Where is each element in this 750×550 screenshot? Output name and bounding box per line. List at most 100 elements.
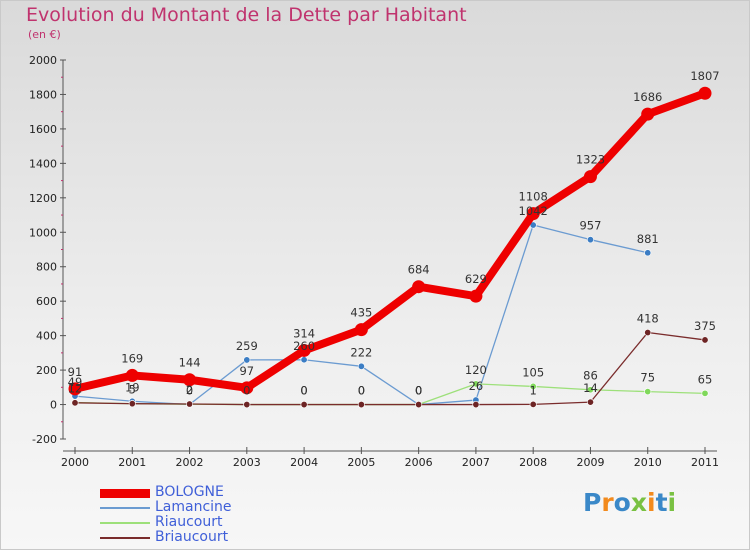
series-layer xyxy=(68,86,712,409)
y-tick-label: -200 xyxy=(32,433,57,446)
data-label-riaucourt: 5 xyxy=(129,383,136,397)
data-point-riaucourt xyxy=(701,389,709,397)
data-label-lamancine: 1042 xyxy=(519,204,548,218)
data-point-lamancine xyxy=(300,356,308,364)
data-label-briaucourt: 0 xyxy=(415,384,422,398)
legend-label-bologne: BOLOGNE xyxy=(155,484,224,500)
data-point-briaucourt xyxy=(186,400,194,408)
proxiti-logo: Proxiti xyxy=(583,488,677,517)
data-point-bologne xyxy=(412,280,426,294)
data-label-riaucourt: 12 xyxy=(68,381,83,395)
series-line-riaucourt xyxy=(74,383,706,406)
data-point-riaucourt xyxy=(472,380,480,388)
x-tick-label: 2002 xyxy=(176,456,204,469)
y-tick-label: 200 xyxy=(36,364,57,377)
legend-swatch-bologne xyxy=(100,489,150,498)
data-label-lamancine: 222 xyxy=(350,345,372,359)
data-label-bologne: 1108 xyxy=(519,190,548,204)
data-label-briaucourt: 0 xyxy=(300,384,307,398)
data-point-bologne xyxy=(297,343,311,357)
y-tick-label: 2000 xyxy=(29,54,57,67)
legend-swatch-lamancine xyxy=(100,507,150,509)
data-point-briaucourt xyxy=(128,400,136,408)
legend-swatch-briaucourt xyxy=(100,537,150,539)
y-tick-label: 1800 xyxy=(29,88,57,101)
data-point-lamancine xyxy=(357,362,365,370)
data-point-briaucourt xyxy=(701,336,709,344)
x-tick-label: 2008 xyxy=(519,456,547,469)
data-label-bologne: 435 xyxy=(350,306,372,320)
data-label-lamancine: 49 xyxy=(68,375,83,389)
data-point-bologne xyxy=(583,170,597,184)
chart-title: Evolution du Montant de la Dette par Hab… xyxy=(26,4,467,26)
data-point-riaucourt xyxy=(586,386,594,394)
legend-swatch-riaucourt xyxy=(100,522,150,524)
data-label-riaucourt: 120 xyxy=(465,363,487,377)
data-label-riaucourt: 86 xyxy=(583,369,598,383)
legend-label-lamancine: Lamancine xyxy=(155,499,232,515)
data-label-briaucourt: 14 xyxy=(583,381,598,395)
data-label-riaucourt: 105 xyxy=(522,365,544,379)
y-tick-label: 1200 xyxy=(29,192,57,205)
data-point-briaucourt xyxy=(357,401,365,409)
y-tick-label: 1600 xyxy=(29,123,57,136)
data-point-bologne xyxy=(68,382,82,396)
legend-label-riaucourt: Riaucourt xyxy=(155,514,223,530)
data-label-bologne: 91 xyxy=(68,365,83,379)
y-tick-label: 1000 xyxy=(29,226,57,239)
data-point-briaucourt xyxy=(71,399,79,407)
x-tick-label: 2000 xyxy=(61,456,89,469)
x-tick-label: 2009 xyxy=(576,456,604,469)
x-tick-label: 2011 xyxy=(691,456,719,469)
data-label-lamancine: 19 xyxy=(125,380,140,394)
data-point-bologne xyxy=(183,373,197,387)
data-label-riaucourt: 75 xyxy=(640,371,655,385)
data-point-lamancine xyxy=(586,236,594,244)
chart-subtitle: (en €) xyxy=(28,28,61,41)
data-point-briaucourt xyxy=(644,329,652,337)
x-tick-label: 2004 xyxy=(290,456,318,469)
data-label-bologne: 1686 xyxy=(633,90,662,104)
data-label-lamancine: 260 xyxy=(293,339,315,353)
data-label-bologne: 97 xyxy=(239,364,254,378)
data-label-bologne: 169 xyxy=(121,351,143,365)
data-point-bologne xyxy=(125,368,139,382)
x-tick-label: 2010 xyxy=(634,456,662,469)
data-label-lamancine: 881 xyxy=(637,232,659,246)
data-label-briaucourt: 375 xyxy=(694,319,716,333)
x-tick-label: 2005 xyxy=(347,456,375,469)
data-label-bologne: 144 xyxy=(179,356,201,370)
data-label-lamancine: 26 xyxy=(469,379,484,393)
y-tick-label: 400 xyxy=(36,330,57,343)
data-point-lamancine xyxy=(243,356,251,364)
x-tick-label: 2001 xyxy=(118,456,146,469)
data-point-briaucourt xyxy=(586,398,594,406)
data-label-bologne: 314 xyxy=(293,326,315,340)
y-tick-label: 0 xyxy=(50,399,57,412)
data-point-bologne xyxy=(240,381,254,395)
data-point-riaucourt xyxy=(644,388,652,396)
x-tick-label: 2007 xyxy=(462,456,490,469)
data-label-briaucourt: 1 xyxy=(530,383,537,397)
data-label-riaucourt: 65 xyxy=(698,372,713,386)
data-point-bologne xyxy=(641,107,655,121)
series-line-bologne xyxy=(71,89,709,393)
data-label-bologne: 684 xyxy=(408,263,430,277)
x-tick-label: 2006 xyxy=(405,456,433,469)
data-label-bologne: 1323 xyxy=(576,153,605,167)
data-point-briaucourt xyxy=(415,401,423,409)
data-label-riaucourt: 2 xyxy=(186,383,193,397)
data-label-riaucourt: 0 xyxy=(358,384,365,398)
data-point-briaucourt xyxy=(243,401,251,409)
data-label-riaucourt: 0 xyxy=(300,384,307,398)
data-point-bologne xyxy=(354,323,368,337)
data-point-riaucourt xyxy=(529,382,537,390)
data-label-briaucourt: 418 xyxy=(637,312,659,326)
data-point-briaucourt xyxy=(300,401,308,409)
data-point-briaucourt xyxy=(529,400,537,408)
data-point-bologne xyxy=(526,207,540,221)
data-label-lamancine: 0 xyxy=(186,384,193,398)
